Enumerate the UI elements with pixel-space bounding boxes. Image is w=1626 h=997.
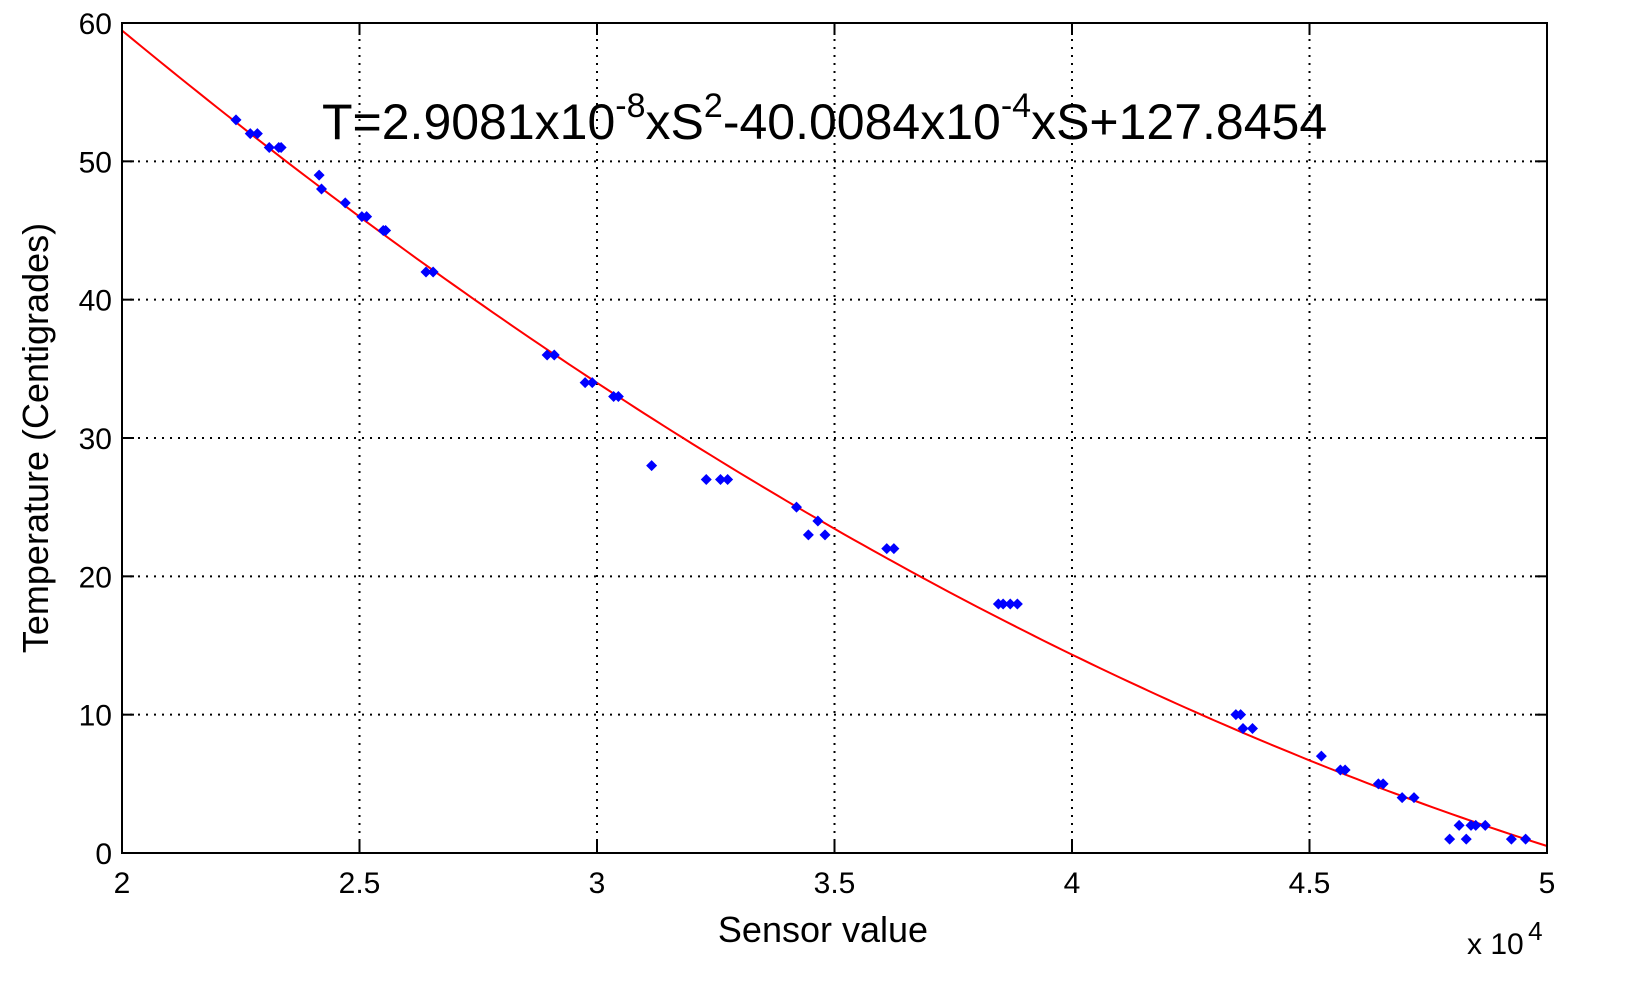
scatter-point — [1505, 833, 1517, 845]
y-tick-label: 50 — [79, 146, 112, 179]
x-tick-label: 2 — [114, 867, 131, 900]
x-tick-label: 5 — [1539, 867, 1556, 900]
scatter-point — [244, 128, 256, 140]
annotation-superscript: 2 — [704, 87, 723, 125]
scatter-point — [230, 114, 242, 126]
scatter-point — [579, 377, 591, 389]
scatter-point — [819, 529, 831, 541]
y-tick-label: 0 — [95, 838, 112, 871]
scatter-point — [791, 501, 802, 513]
scatter-point — [1011, 598, 1023, 610]
scatter-point — [1460, 833, 1472, 845]
y-tick-label: 20 — [79, 561, 112, 594]
annotation-text-part: T=2.9081x10 — [322, 94, 615, 150]
y-tick-label: 60 — [79, 8, 112, 41]
y-axis-label: Temperature (Centigrades) — [15, 223, 56, 653]
scatter-point — [1235, 709, 1247, 721]
scatter-point — [881, 543, 893, 555]
y-tick-label: 30 — [79, 423, 112, 456]
scatter-point — [802, 529, 814, 541]
scatter-point — [313, 169, 325, 181]
scatter-point — [700, 474, 712, 485]
scatter-point — [251, 128, 263, 140]
scatter-point — [646, 460, 658, 472]
scatter-point — [548, 349, 560, 361]
scatter-point — [275, 142, 287, 153]
scatter-point — [316, 183, 327, 195]
ticks — [121, 22, 1548, 854]
scatter-point — [1377, 778, 1389, 790]
annotation-text-part: xS — [646, 94, 704, 150]
scatter-point — [427, 266, 439, 278]
annotation-superscript: -8 — [615, 87, 645, 125]
scatter-point — [1396, 792, 1408, 804]
scatter-point — [1470, 819, 1482, 831]
x-multiplier-exponent: 4 — [1528, 916, 1542, 946]
scatter-point — [541, 349, 553, 361]
y-tick-label: 40 — [79, 285, 112, 318]
x-tick-label: 3 — [589, 867, 606, 900]
scatter-point — [715, 474, 726, 485]
scatter-point — [1339, 764, 1351, 776]
scatter-point — [361, 211, 373, 223]
annotation-superscript: -4 — [1001, 87, 1031, 125]
scatter-point — [888, 543, 900, 555]
scatter-point — [1004, 598, 1016, 610]
scatter-points-layer — [230, 114, 1532, 845]
x-tick-label: 2.5 — [339, 867, 381, 900]
x-axis-label: Sensor value — [718, 909, 928, 950]
grid — [122, 23, 1547, 853]
scatter-point — [722, 474, 734, 485]
scatter-point — [1315, 750, 1327, 762]
scatter-point — [997, 598, 1009, 610]
scatter-point — [263, 142, 275, 153]
scatter-point — [812, 515, 824, 527]
annotation-text-part: xS+127.8454 — [1031, 94, 1327, 150]
scatter-point — [1237, 723, 1249, 734]
x-tick-label: 4 — [1064, 867, 1081, 900]
scatter-point — [586, 377, 598, 389]
scatter-point — [1247, 723, 1258, 734]
scatter-point — [1444, 833, 1456, 845]
scatter-point — [339, 197, 351, 209]
scatter-point — [612, 391, 624, 402]
fit-equation-annotation: T=2.9081x10-8xS2-40.0084x10-4xS+127.8454 — [322, 87, 1327, 150]
x-multiplier-base: x 10 — [1467, 928, 1524, 961]
annotation-text-part: -40.0084x10 — [723, 94, 1001, 150]
x-tick-label: 4.5 — [1289, 867, 1331, 900]
scatter-point — [1520, 833, 1532, 845]
scatter-point — [380, 225, 392, 236]
scatter-point — [1408, 792, 1420, 804]
scatter-point — [1479, 819, 1491, 831]
y-tick-label: 10 — [79, 700, 112, 733]
scatter-point — [420, 266, 432, 278]
x-tick-label: 3.5 — [814, 867, 856, 900]
x-axis-multiplier: x 10 4 — [1467, 916, 1543, 961]
scatter-point — [1453, 819, 1465, 831]
